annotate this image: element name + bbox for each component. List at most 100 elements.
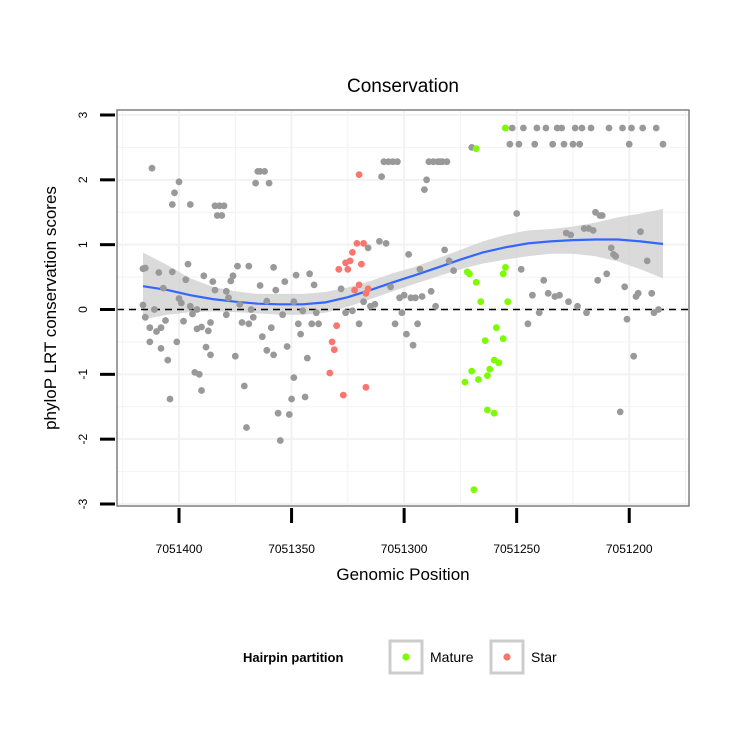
data-point-other [625, 140, 633, 148]
data-point-other [166, 395, 174, 403]
data-point-other [245, 262, 253, 270]
data-point-other [159, 284, 167, 292]
x-tick-label: 7051200 [606, 542, 653, 556]
data-point-other [240, 382, 248, 390]
data-point-other [349, 307, 356, 315]
data-point-other [148, 164, 156, 172]
data-point-other [236, 300, 244, 308]
data-point-mature [472, 278, 480, 286]
data-point-other [198, 323, 205, 331]
data-point-other [252, 179, 259, 187]
data-point-mature [502, 124, 509, 132]
y-tick-label: -2 [76, 434, 90, 445]
legend-title: Hairpin partition [243, 650, 343, 665]
data-point-other [394, 158, 401, 166]
data-point-other [290, 374, 298, 381]
data-point-other [267, 324, 275, 332]
data-point-other [303, 354, 311, 362]
data-point-other [180, 317, 187, 325]
data-point-star [360, 240, 367, 247]
data-point-other [412, 294, 419, 302]
legend-label-mature: Mature [430, 649, 474, 665]
data-point-mature [499, 335, 507, 343]
data-point-other [258, 333, 266, 341]
data-point-other [648, 289, 656, 297]
data-point-other [508, 124, 516, 132]
data-point-other [382, 240, 390, 247]
data-point-other [603, 270, 611, 278]
legend-marker-star [503, 653, 511, 661]
data-point-star [358, 260, 365, 268]
data-point-other [630, 352, 638, 360]
data-point-other [364, 244, 372, 252]
points-layer [139, 124, 667, 494]
data-point-star [355, 171, 363, 179]
data-point-other [652, 124, 660, 132]
data-point-other [576, 140, 584, 148]
data-point-other [634, 289, 642, 297]
data-point-other [184, 260, 192, 268]
data-point-other [598, 212, 606, 219]
data-point-mature [475, 376, 482, 383]
x-axis-title: Genomic Position [336, 565, 469, 584]
data-point-other [517, 265, 525, 273]
data-point-mature [484, 406, 491, 414]
legend-key-star [489, 639, 525, 675]
data-point-other [445, 257, 453, 265]
x-axis: 7051400 7051350 7051300 7051250 7051200 [156, 508, 653, 556]
plot-area [116, 109, 690, 507]
data-point-other [301, 393, 309, 401]
data-point-other [207, 351, 214, 359]
data-point-other [605, 124, 613, 132]
confidence-band-layer [143, 209, 663, 320]
data-point-other [247, 306, 255, 313]
data-point-other [569, 140, 577, 148]
data-point-star [335, 265, 343, 273]
data-point-other [306, 270, 313, 278]
data-point-other [168, 201, 176, 208]
data-point-other [403, 330, 410, 338]
data-point-other [531, 140, 539, 148]
legend-marker-mature [402, 653, 410, 661]
data-point-other [405, 251, 412, 258]
data-point-mature [481, 337, 489, 344]
data-point-mature [468, 367, 476, 375]
data-point-star [328, 338, 336, 346]
data-point-other [427, 287, 435, 295]
data-point-other [175, 178, 183, 186]
data-point-other [204, 327, 212, 335]
data-point-other [310, 281, 318, 289]
data-point-other [222, 311, 230, 319]
data-point-other [182, 276, 190, 284]
data-point-other [616, 408, 624, 416]
data-point-other [337, 285, 345, 293]
data-point-other [189, 310, 196, 318]
y-tick-label: 1 [76, 241, 90, 248]
data-point-other [256, 282, 264, 289]
data-point-other [265, 179, 273, 187]
data-point-mature [477, 298, 485, 306]
data-point-other [589, 227, 597, 234]
data-point-other [195, 370, 203, 378]
data-point-mature [490, 409, 498, 417]
data-point-other [243, 424, 250, 431]
data-point-other [263, 346, 271, 354]
data-point-other [222, 287, 230, 295]
data-point-other [628, 124, 635, 132]
data-point-other [621, 283, 629, 291]
data-point-other [524, 320, 532, 328]
legend-entry-star: Star [489, 639, 557, 675]
data-point-other [186, 302, 194, 310]
data-point-other [583, 309, 590, 317]
data-point-other [141, 264, 149, 272]
data-point-other [157, 324, 165, 332]
data-point-other [567, 231, 575, 239]
data-point-other [153, 328, 160, 335]
legend-key-mature [388, 639, 424, 675]
legend: Hairpin partition Mature Star [243, 639, 557, 675]
data-point-other [249, 313, 257, 321]
y-tick-label: 0 [76, 306, 90, 313]
data-point-other [162, 317, 169, 324]
data-point-mature [461, 378, 469, 386]
data-point-other [186, 201, 194, 208]
